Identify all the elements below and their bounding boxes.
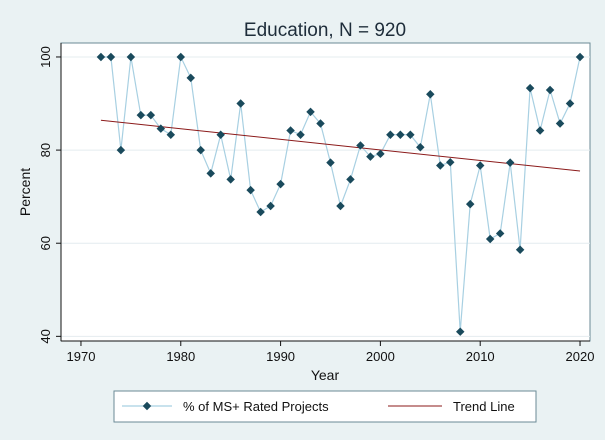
data-point <box>226 175 235 184</box>
legend-box <box>113 390 537 423</box>
series-layer <box>96 52 585 336</box>
data-point <box>276 179 285 189</box>
data-point <box>426 89 435 99</box>
y-axis-title: Percent <box>17 168 33 216</box>
x-tick-label: 1980 <box>166 349 195 364</box>
axes: 40 60 80 100 1970 1980 1990 2000 2010 2020 <box>38 43 594 364</box>
data-point <box>126 52 136 62</box>
data-point <box>495 229 505 238</box>
data-point <box>146 110 156 120</box>
x-tick-label: 1970 <box>67 349 96 364</box>
data-point <box>246 185 255 195</box>
data-point <box>406 130 415 139</box>
data-point <box>366 152 375 161</box>
x-tick-label: 2000 <box>366 349 395 364</box>
data-point <box>306 107 315 117</box>
y-tick-label: 40 <box>38 329 53 343</box>
data-point <box>465 199 475 209</box>
data-point <box>206 169 215 178</box>
data-point <box>166 130 176 139</box>
data-point <box>416 143 425 152</box>
gridlines <box>61 56 590 337</box>
x-tick-label: 2010 <box>466 349 495 364</box>
data-point <box>186 73 195 83</box>
data-point <box>326 158 335 167</box>
data-point <box>376 149 385 159</box>
data-point <box>156 124 166 133</box>
legend-label-series: % of MS+ Rated Projects <box>183 399 329 414</box>
data-point <box>256 207 265 217</box>
data-point <box>446 157 455 167</box>
data-point <box>136 110 146 120</box>
data-point <box>96 52 106 62</box>
y-tick-label: 100 <box>38 46 53 68</box>
data-point <box>346 175 355 184</box>
x-tick-label: 2020 <box>566 349 595 364</box>
y-tick-label: 60 <box>38 236 53 250</box>
data-point <box>386 130 395 139</box>
data-point <box>475 161 485 170</box>
data-point <box>316 119 325 128</box>
data-point <box>266 201 275 211</box>
data-point <box>296 130 305 139</box>
y-tick-label: 80 <box>38 143 53 157</box>
data-point <box>196 145 205 155</box>
data-point <box>485 234 495 244</box>
data-point <box>336 201 345 211</box>
data-point <box>396 130 405 139</box>
plot-area <box>60 42 591 342</box>
data-point <box>106 52 116 62</box>
legend: % of MS+ Rated Projects Trend Line <box>113 390 537 423</box>
legend-swatch-series-marker <box>142 401 152 411</box>
data-point <box>116 145 126 155</box>
data-point <box>216 130 225 139</box>
legend-label-trend: Trend Line <box>453 399 515 414</box>
data-point <box>176 52 186 62</box>
x-axis-title: Year <box>311 367 340 383</box>
x-tick-label: 1990 <box>266 349 295 364</box>
data-point <box>236 99 245 108</box>
chart-title: Education, N = 920 <box>244 20 406 41</box>
data-point <box>456 327 465 336</box>
data-point <box>436 161 445 170</box>
data-point <box>356 141 365 150</box>
trend-line <box>100 119 581 172</box>
